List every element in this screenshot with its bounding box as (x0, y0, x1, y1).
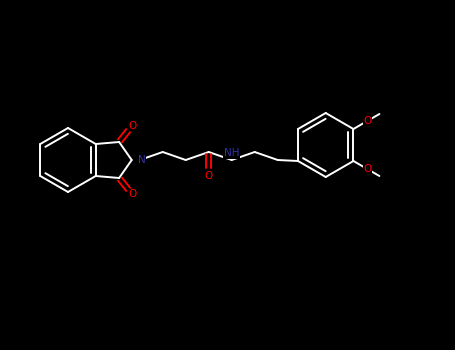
Text: O: O (128, 189, 136, 200)
Text: O: O (363, 164, 371, 174)
Text: NH: NH (224, 148, 239, 158)
Text: O: O (205, 171, 213, 181)
Text: O: O (128, 120, 136, 131)
Text: O: O (363, 116, 371, 126)
Text: N: N (138, 155, 146, 165)
